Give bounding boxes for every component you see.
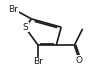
- Text: Br: Br: [33, 57, 43, 66]
- Text: S: S: [22, 23, 28, 32]
- Text: O: O: [76, 56, 83, 65]
- Text: Br: Br: [8, 5, 18, 14]
